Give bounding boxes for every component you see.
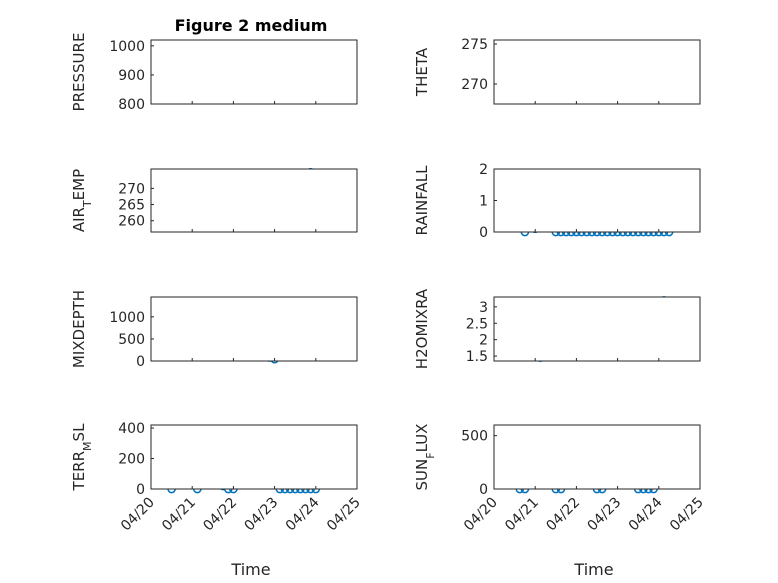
y-tick-label: 3 (479, 300, 488, 316)
y-tick-label: 900 (118, 68, 145, 84)
y-axis-label: RAINFALL (413, 165, 431, 236)
x-tick-label: 04/22 (200, 495, 240, 535)
y-axis-label: AIRTEMP (70, 169, 94, 232)
y-tick-label: 265 (118, 198, 145, 214)
y-tick-label: 2.5 (466, 316, 488, 332)
y-tick-label: 2 (479, 333, 488, 349)
x-tick-label: 04/21 (502, 495, 542, 535)
axes-frame (493, 424, 701, 490)
figure-title: Figure 2 medium (175, 16, 328, 35)
x-tick-label: 04/20 (461, 495, 501, 535)
subplot-7: 0 200 400 04/20 04/21 04/22 04/23 04/24 04/25 TER… (70, 421, 364, 534)
y-tick-label: 1000 (109, 39, 145, 55)
axes-frame (150, 39, 358, 105)
y-tick-label: 200 (118, 452, 145, 468)
axes-frame (150, 296, 358, 362)
y-axis-label: THETA (413, 47, 431, 97)
subplot-1: 800 900 1000 PRESSURE (70, 33, 358, 113)
x-axis-label-left: Time (230, 560, 270, 579)
subplot-2: 270 275 THETA (413, 37, 701, 105)
x-tick-label: 04/22 (543, 495, 583, 535)
y-axis-label: MIXDEPTH (70, 290, 88, 368)
x-tick-label: 04/25 (324, 495, 364, 535)
subplot-6: 1.522.53 H2OMIXRA (413, 288, 701, 369)
axes-frame (493, 168, 701, 233)
axes-frame (493, 39, 701, 105)
y-tick-label: 0 (136, 482, 145, 498)
y-tick-label: 400 (118, 421, 145, 437)
y-axis-label: H2OMIXRA (413, 288, 431, 369)
subplot-4: 0 1 2 RAINFALL (413, 162, 701, 241)
y-tick-label: 2 (479, 162, 488, 178)
y-tick-label: 800 (118, 97, 145, 113)
y-tick-label: 270 (118, 181, 145, 197)
axes-frame (150, 424, 358, 490)
y-tick-label: 500 (118, 332, 145, 348)
x-axis-label-right: Time (573, 560, 613, 579)
axes-frame (150, 168, 358, 233)
y-axis-label: PRESSURE (70, 33, 88, 112)
y-tick-label: 1 (479, 194, 488, 210)
x-tick-label: 04/20 (118, 495, 158, 535)
axes-frame (493, 296, 701, 362)
y-tick-label: 270 (461, 77, 488, 93)
y-tick-label: 275 (461, 37, 488, 53)
x-tick-label: 04/23 (585, 495, 625, 535)
y-tick-label: 1000 (109, 310, 145, 326)
y-tick-label: 260 (118, 214, 145, 230)
y-tick-label: 0 (479, 482, 488, 498)
subplot-8: 0 500 04/20 04/21 04/22 04/23 04/24 04/25 SUNFLU… (413, 424, 707, 535)
x-tick-label: 04/21 (159, 495, 199, 535)
subplot-5: 0 500 1000 MIXDEPTH (70, 290, 358, 370)
x-tick-label: 04/25 (667, 495, 707, 535)
y-tick-label: 1.5 (466, 349, 488, 365)
y-axis-label: TERRMSL (70, 423, 94, 492)
y-tick-label: 0 (479, 225, 488, 241)
y-tick-label: 500 (461, 429, 488, 445)
x-tick-label: 04/24 (626, 494, 666, 534)
x-tick-label: 04/23 (242, 495, 282, 535)
y-tick-label: 0 (136, 354, 145, 370)
x-tick-label: 04/24 (283, 494, 323, 534)
y-axis-label: SUNFLUX (413, 424, 437, 491)
